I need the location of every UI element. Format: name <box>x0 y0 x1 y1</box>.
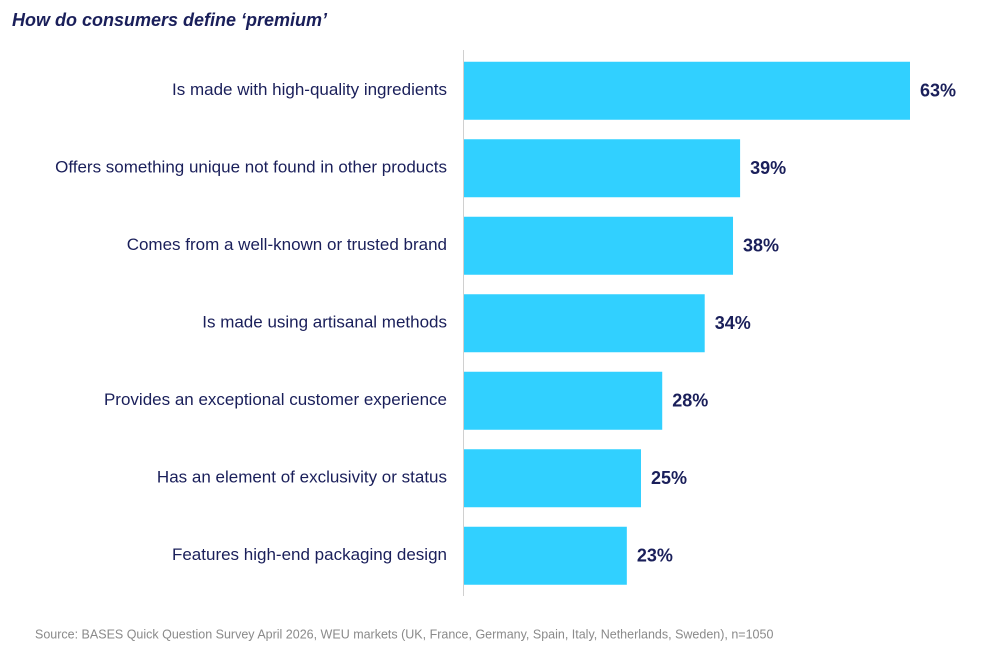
category-label: Comes from a well-known or trusted brand <box>127 235 447 254</box>
category-label: Is made using artisanal methods <box>202 313 447 332</box>
bar <box>464 61 910 120</box>
bar <box>464 216 734 275</box>
category-label: Is made with high-quality ingredients <box>172 80 447 99</box>
category-label: Features high-end packaging design <box>172 545 447 564</box>
value-label: 28% <box>672 391 708 411</box>
bar <box>464 294 705 353</box>
value-label: 63% <box>920 81 956 101</box>
value-label: 39% <box>750 158 786 178</box>
chart-title: How do consumers define ‘premium’ <box>12 10 328 30</box>
category-label: Offers something unique not found in oth… <box>55 158 447 177</box>
value-label: 38% <box>743 236 779 256</box>
value-label: 23% <box>637 546 673 566</box>
category-label: Provides an exceptional customer experie… <box>104 390 447 409</box>
bar <box>464 139 741 198</box>
source-note: Source: BASES Quick Question Survey Apri… <box>35 627 773 641</box>
value-label: 25% <box>651 468 687 488</box>
category-label: Has an element of exclusivity or status <box>157 468 447 487</box>
bar <box>464 449 641 508</box>
bar <box>464 371 663 430</box>
bar <box>464 526 627 585</box>
value-label: 34% <box>715 313 751 333</box>
